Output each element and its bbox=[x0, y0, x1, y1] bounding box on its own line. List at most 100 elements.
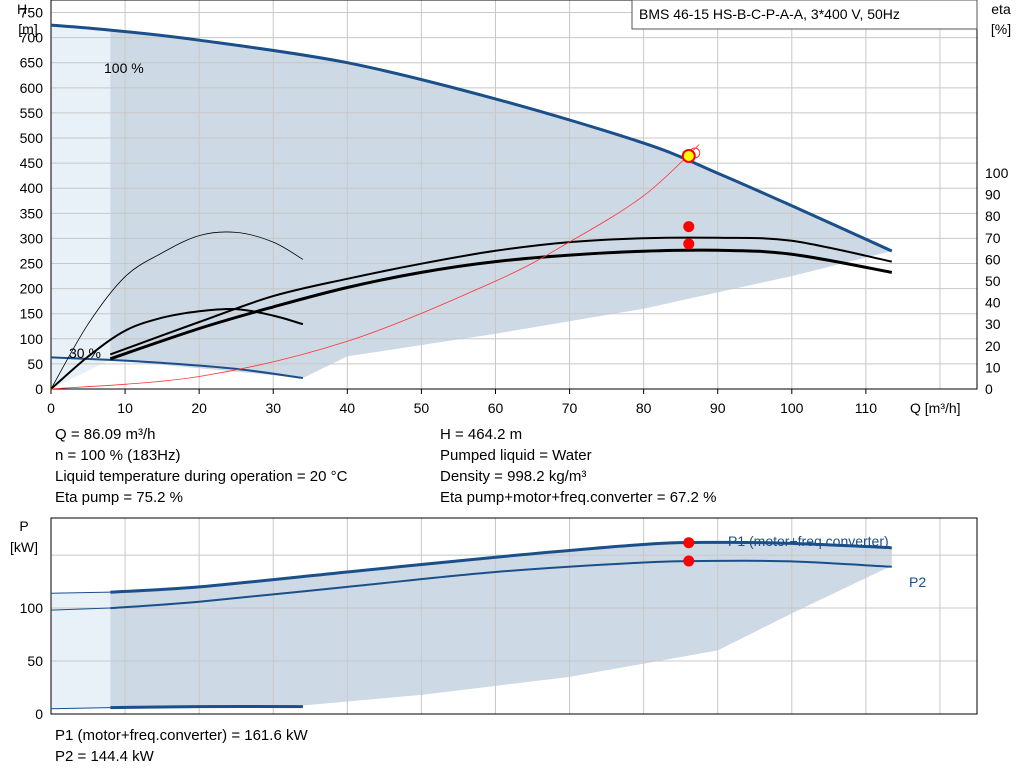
y2-axis-label-eta-unit: [%] bbox=[991, 21, 1011, 37]
y-axis-label-h: H bbox=[17, 1, 27, 17]
y-axis-label-h-unit: [m] bbox=[18, 21, 37, 37]
eta-point-marker bbox=[683, 238, 695, 250]
y2-tick-label: 0 bbox=[985, 381, 993, 397]
x-tick-label: 50 bbox=[414, 400, 430, 416]
power-curve-0 bbox=[110, 540, 892, 594]
curve-system-curve bbox=[50, 144, 700, 390]
y2-tick-label: 90 bbox=[985, 187, 1001, 203]
curve-head-max-extension bbox=[50, 24, 111, 31]
y2-tick-label: 40 bbox=[985, 295, 1001, 311]
y2-axis-label-eta: eta bbox=[991, 1, 1011, 17]
y2-tick-label: 80 bbox=[985, 208, 1001, 224]
readout-left: Q = 86.09 m³/h n = 100 % (183Hz) Liquid … bbox=[55, 424, 347, 508]
chart-title: BMS 46-15 HS-B-C-P-A-A, 3*400 V, 50Hz bbox=[639, 6, 900, 22]
readout-temperature: Liquid temperature during operation = 20… bbox=[55, 468, 348, 485]
curve-eta-pump bbox=[109, 248, 893, 361]
x-tick-label: 10 bbox=[117, 400, 133, 416]
power-curve-extension-1 bbox=[50, 607, 111, 611]
power-envelope-light-region bbox=[51, 592, 111, 709]
curves-bottom bbox=[50, 540, 892, 710]
x-tick-label: 20 bbox=[191, 400, 207, 416]
y-tick-label: 250 bbox=[20, 256, 44, 272]
markers-bottom bbox=[683, 537, 695, 567]
y2-tick-label: 100 bbox=[985, 165, 1009, 181]
x-ticks-top: 0 10 20 30 40 50 60 70 80 90 100 110 bbox=[47, 389, 877, 416]
readout-density: Density = 998.2 kg/m³ bbox=[440, 468, 587, 485]
markers-top bbox=[681, 147, 701, 250]
y2-tick-label: 30 bbox=[985, 316, 1001, 332]
y-axis-label-p-unit: [kW] bbox=[10, 539, 38, 555]
readout-liquid: Pumped liquid = Water bbox=[440, 447, 592, 464]
envelope-light-region bbox=[51, 25, 111, 390]
x-tick-label: 110 bbox=[855, 400, 878, 416]
readout-h: H = 464.2 m bbox=[440, 426, 523, 443]
y-tick-label: 200 bbox=[20, 281, 44, 297]
power-envelope-region bbox=[110, 542, 892, 708]
y-tick-label-bottom: 50 bbox=[27, 653, 43, 669]
readout-right: H = 464.2 m Pumped liquid = Water Densit… bbox=[440, 424, 716, 508]
y2-tick-label: 60 bbox=[985, 251, 1001, 267]
envelope-region bbox=[110, 30, 892, 378]
plot-frame-top bbox=[50, 0, 978, 390]
readout-eta-pump: Eta pump = 75.2 % bbox=[55, 489, 183, 506]
y2-tick-label: 50 bbox=[985, 273, 1001, 289]
y-tick-label-bottom: 0 bbox=[35, 706, 43, 722]
y-tick-label: 650 bbox=[20, 55, 44, 71]
x-tick-label: 80 bbox=[636, 400, 652, 416]
curve-head-max-speed bbox=[50, 23, 893, 253]
power-curve-1 bbox=[110, 559, 892, 610]
power-curve-extension-2 bbox=[50, 707, 111, 710]
readout-p2: P2 = 144.4 kW bbox=[55, 748, 154, 765]
curve-head-min-speed bbox=[50, 356, 304, 379]
power-readout: P1 (motor+freq.converter) = 161.6 kW P2 … bbox=[55, 725, 308, 767]
y-tick-label: 700 bbox=[20, 30, 44, 46]
y-tick-label-bottom: 100 bbox=[20, 600, 44, 616]
x-tick-label: 90 bbox=[710, 400, 726, 416]
readout-n: n = 100 % (183Hz) bbox=[55, 447, 181, 464]
power-point-marker bbox=[683, 555, 695, 567]
annotation-100pct: 100 % bbox=[104, 60, 144, 76]
legend-p2: P2 bbox=[909, 574, 926, 590]
x-tick-label: 30 bbox=[265, 400, 281, 416]
x-tick-label: 60 bbox=[488, 400, 504, 416]
power-curve-2 bbox=[110, 705, 303, 710]
y2-tick-label: 70 bbox=[985, 230, 1001, 246]
y-tick-label: 0 bbox=[35, 381, 43, 397]
duty-point-marker bbox=[681, 149, 696, 164]
eta-point-marker bbox=[683, 221, 695, 233]
head-chart: 0 10 20 30 40 50 60 70 80 90 100 110 05010015020025… bbox=[17, 0, 1011, 416]
curves-top bbox=[50, 23, 893, 390]
readout-eta-total: Eta pump+motor+freq.converter = 67.2 % bbox=[440, 489, 717, 506]
y-ticks-top: 0 50 100 150 200 250 300 350 400 450 500 550 600 650 7… bbox=[20, 5, 44, 397]
y-axis-label-p: P bbox=[19, 518, 28, 534]
power-curve-extension-0 bbox=[50, 591, 111, 594]
title-box bbox=[631, 0, 978, 30]
y2-tick-label: 10 bbox=[985, 359, 1001, 375]
curve-eta-pump-30pct bbox=[50, 307, 304, 390]
x-tick-label: 40 bbox=[340, 400, 356, 416]
x-tick-label: 100 bbox=[780, 400, 804, 416]
y-ticks-bottom: 0 50 100 bbox=[20, 600, 44, 722]
y2-tick-label: 20 bbox=[985, 338, 1001, 354]
y-tick-label: 100 bbox=[20, 331, 44, 347]
y-tick-label: 50 bbox=[27, 356, 43, 372]
y-tick-label: 550 bbox=[20, 105, 44, 121]
readout-q: Q = 86.09 m³/h bbox=[55, 426, 156, 443]
curve-eta-total bbox=[109, 236, 893, 356]
y-tick-label: 150 bbox=[20, 306, 44, 322]
x-tick-label: 70 bbox=[562, 400, 578, 416]
legend-p1: P1 (motor+freq.converter) bbox=[728, 533, 889, 549]
power-point-marker bbox=[683, 537, 695, 549]
y-tick-label: 450 bbox=[20, 155, 44, 171]
y2-ticks-top: 0 10 20 30 40 50 60 70 80 90 100 bbox=[985, 165, 1009, 397]
y-tick-label: 400 bbox=[20, 180, 44, 196]
x-tick-label: 0 bbox=[47, 400, 55, 416]
annotation-30pct: 30 % bbox=[69, 345, 101, 361]
curve-eta-total-30pct bbox=[50, 231, 304, 390]
y-tick-label: 600 bbox=[20, 80, 44, 96]
y-tick-label: 350 bbox=[20, 205, 44, 221]
y-tick-label: 750 bbox=[20, 5, 44, 21]
y-tick-label: 500 bbox=[20, 130, 44, 146]
